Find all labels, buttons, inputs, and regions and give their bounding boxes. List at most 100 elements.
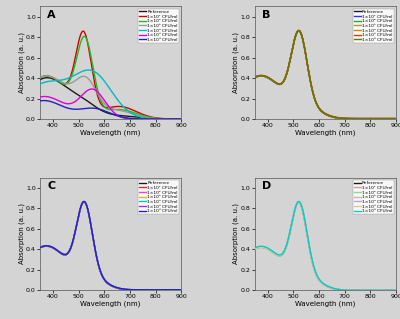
1×10³ CFU/ml: [359, 288, 364, 292]
1×10⁵ CFU/ml: [179, 288, 184, 292]
1×10⁵ CFU/ml: [394, 116, 398, 120]
1×10³ CFU/ml: [394, 288, 398, 292]
1×10³ CFU/ml: [316, 278, 321, 281]
1×10⁴ CFU/ml: [316, 106, 321, 110]
1×10⁶ CFU/ml: [359, 288, 364, 292]
Reference: [45, 76, 50, 80]
1×10¹ CFU/ml: [102, 277, 106, 281]
1×10⁶ CFU/ml: [336, 287, 341, 291]
1×10⁶ CFU/ml: [102, 109, 106, 113]
Reference: [38, 246, 42, 250]
1×10¹ CFU/ml: [121, 105, 126, 109]
Y-axis label: Absorption (a. u.): Absorption (a. u.): [233, 32, 239, 93]
1×10¹ CFU/ml: [62, 253, 67, 256]
1×10³ CFU/ml: [394, 117, 398, 121]
1×10³ CFU/ml: [289, 225, 294, 229]
1×10¹ CFU/ml: [179, 288, 184, 292]
Reference: [347, 288, 352, 292]
1×10¹ CFU/ml: [132, 109, 137, 113]
1×10⁵ CFU/ml: [296, 200, 301, 204]
1×10³ CFU/ml: [44, 74, 49, 78]
1×10⁶ CFU/ml: [252, 246, 257, 250]
1×10² CFU/ml: [74, 224, 79, 228]
Reference: [277, 254, 282, 258]
1×10⁴ CFU/ml: [289, 225, 294, 229]
1×10¹ CFU/ml: [347, 288, 352, 292]
Reference: [62, 253, 67, 257]
1×10⁵ CFU/ml: [74, 224, 79, 228]
1×10³ CFU/ml: [277, 254, 282, 258]
1×10² CFU/ml: [144, 115, 149, 118]
1×10⁴ CFU/ml: [86, 68, 91, 72]
1×10⁵ CFU/ml: [82, 200, 86, 204]
1×10⁵ CFU/ml: [394, 288, 398, 292]
Reference: [394, 117, 398, 121]
Reference: [296, 200, 301, 204]
Line: 1×10⁵ CFU/ml: 1×10⁵ CFU/ml: [40, 89, 181, 119]
1×10² CFU/ml: [179, 288, 184, 292]
Reference: [179, 117, 184, 121]
X-axis label: Wavelength (nm): Wavelength (nm): [80, 130, 141, 136]
Y-axis label: Absorption (a. u.): Absorption (a. u.): [233, 204, 239, 264]
1×10¹ CFU/ml: [296, 200, 301, 204]
1×10⁴ CFU/ml: [277, 254, 282, 258]
1×10⁴ CFU/ml: [62, 253, 67, 256]
1×10⁶ CFU/ml: [82, 199, 86, 203]
Line: 1×10² CFU/ml: 1×10² CFU/ml: [40, 36, 181, 119]
1×10⁴ CFU/ml: [74, 224, 79, 228]
1×10⁶ CFU/ml: [359, 117, 364, 121]
1×10² CFU/ml: [252, 247, 257, 251]
Line: 1×10² CFU/ml: 1×10² CFU/ml: [255, 31, 396, 119]
1×10² CFU/ml: [347, 117, 352, 121]
1×10⁵ CFU/ml: [144, 117, 149, 121]
1×10⁵ CFU/ml: [62, 253, 67, 256]
Reference: [277, 83, 282, 86]
1×10⁶ CFU/ml: [38, 246, 42, 249]
Line: 1×10³ CFU/ml: 1×10³ CFU/ml: [255, 31, 396, 119]
1×10⁶ CFU/ml: [144, 117, 149, 121]
Reference: [347, 117, 352, 121]
Legend: Reference, 1×10¹ CFU/ml, 1×10² CFU/ml, 1×10³ CFU/ml, 1×10⁴ CFU/ml, 1×10⁵ CFU/ml,: Reference, 1×10¹ CFU/ml, 1×10² CFU/ml, 1…: [353, 180, 394, 214]
1×10² CFU/ml: [336, 116, 341, 120]
1×10⁴ CFU/ml: [394, 288, 398, 292]
1×10³ CFU/ml: [289, 54, 294, 57]
Reference: [336, 116, 341, 120]
1×10⁵ CFU/ml: [102, 98, 106, 102]
1×10⁴ CFU/ml: [38, 82, 42, 86]
1×10² CFU/ml: [296, 200, 301, 204]
1×10² CFU/ml: [62, 253, 67, 256]
1×10⁶ CFU/ml: [289, 225, 294, 228]
1×10⁵ CFU/ml: [316, 106, 321, 110]
1×10⁵ CFU/ml: [289, 225, 294, 229]
Line: 1×10¹ CFU/ml: 1×10¹ CFU/ml: [255, 31, 396, 119]
1×10³ CFU/ml: [74, 224, 79, 228]
Line: 1×10⁴ CFU/ml: 1×10⁴ CFU/ml: [255, 202, 396, 290]
1×10² CFU/ml: [347, 288, 352, 292]
1×10² CFU/ml: [179, 117, 184, 121]
Line: 1×10⁶ CFU/ml: 1×10⁶ CFU/ml: [255, 31, 396, 119]
Reference: [38, 78, 42, 82]
1×10² CFU/ml: [394, 288, 398, 292]
Text: C: C: [47, 181, 55, 191]
1×10¹ CFU/ml: [62, 82, 67, 86]
X-axis label: Wavelength (nm): Wavelength (nm): [80, 301, 141, 307]
Line: Reference: Reference: [40, 202, 181, 290]
Reference: [289, 54, 294, 58]
Y-axis label: Absorption (a. u.): Absorption (a. u.): [18, 204, 24, 264]
1×10⁴ CFU/ml: [359, 288, 364, 292]
Line: Reference: Reference: [255, 202, 396, 290]
1×10⁶ CFU/ml: [62, 253, 67, 256]
1×10¹ CFU/ml: [132, 288, 137, 292]
Line: 1×10² CFU/ml: 1×10² CFU/ml: [255, 202, 396, 290]
1×10⁴ CFU/ml: [252, 247, 257, 251]
1×10⁴ CFU/ml: [102, 79, 106, 83]
1×10⁵ CFU/ml: [347, 116, 352, 120]
1×10³ CFU/ml: [347, 117, 352, 121]
1×10⁴ CFU/ml: [316, 278, 321, 281]
Reference: [74, 92, 79, 96]
1×10⁴ CFU/ml: [38, 246, 42, 249]
Reference: [252, 247, 257, 251]
Line: Reference: Reference: [40, 78, 181, 119]
1×10¹ CFU/ml: [102, 105, 106, 109]
Reference: [63, 84, 68, 88]
